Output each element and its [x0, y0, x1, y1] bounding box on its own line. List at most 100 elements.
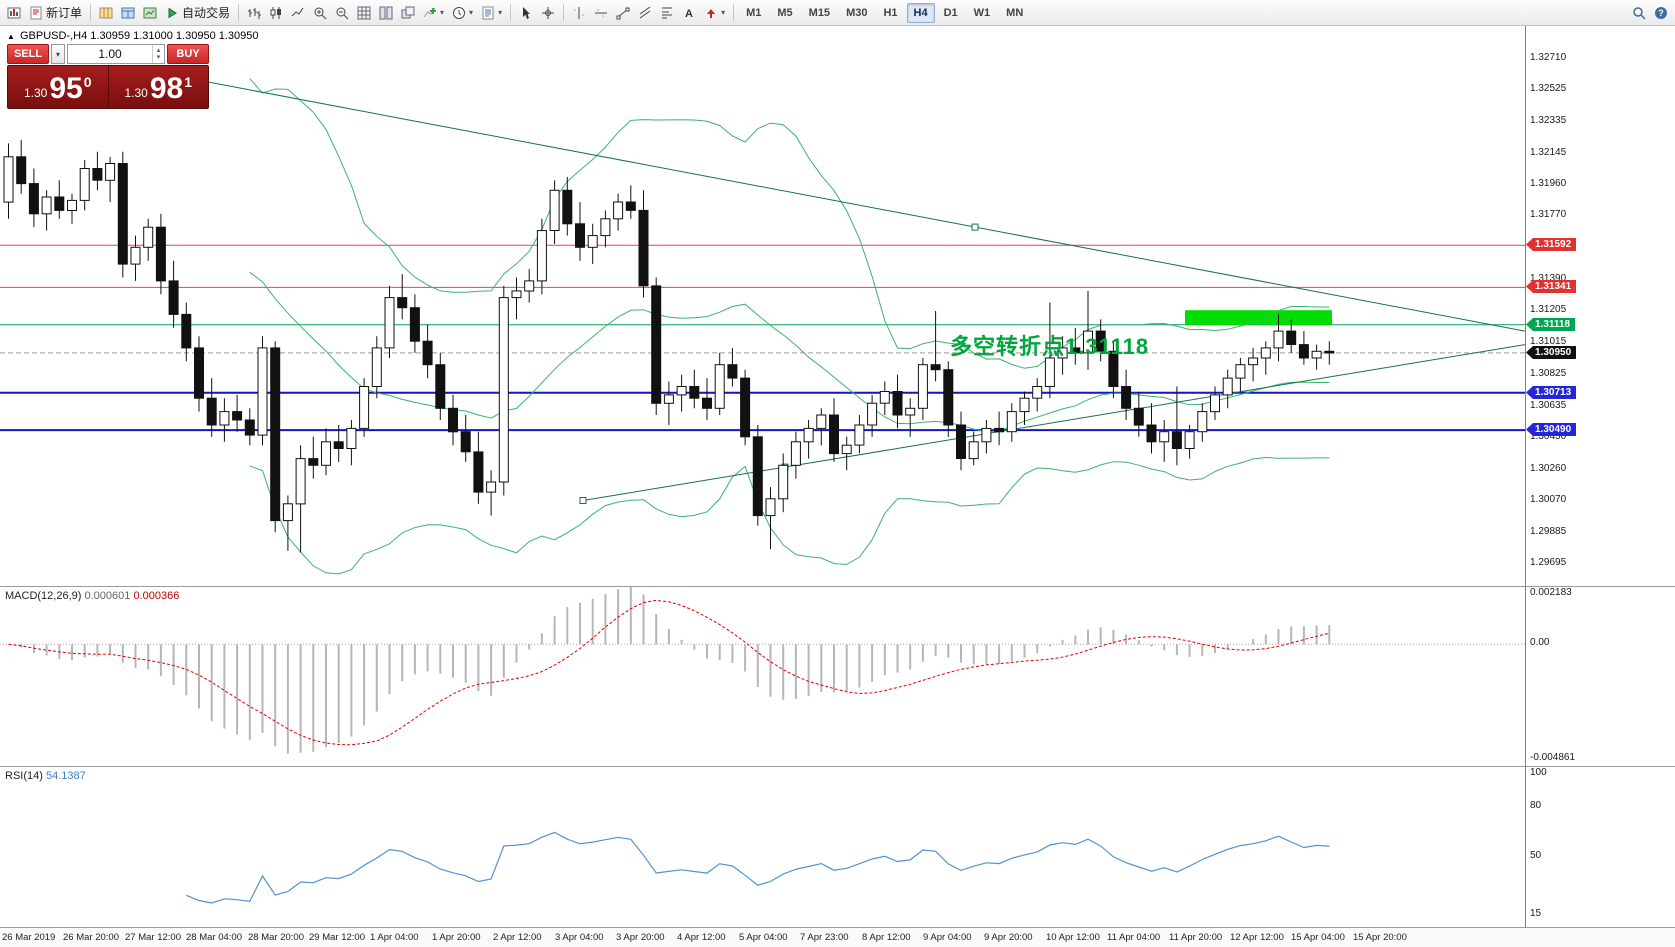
channel-button[interactable] — [634, 2, 656, 24]
indicators-button[interactable]: ▾ — [419, 2, 448, 24]
periods-button[interactable]: ▾ — [448, 2, 477, 24]
new-order-button[interactable]: 新订单 — [25, 2, 86, 24]
price-tick: 1.30635 — [1530, 400, 1567, 411]
rsi-label: RSI(14) 54.1387 — [5, 770, 86, 782]
stepper-down-icon[interactable]: ▾ — [156, 54, 161, 61]
fibonacci-button[interactable] — [656, 2, 678, 24]
chart-window: ▲ GBPUSD-,H4 1.30959 1.31000 1.30950 1.3… — [0, 26, 1675, 947]
search-button[interactable] — [1628, 2, 1650, 24]
buy-price-display[interactable]: 1.30 98 1 — [109, 66, 209, 108]
candles-button[interactable] — [265, 2, 287, 24]
timeframe-D1-button[interactable]: D1 — [943, 6, 958, 19]
crosshair-button[interactable] — [537, 2, 559, 24]
time-axis[interactable]: 26 Mar 2019 26 Mar 20:00 27 Mar 12:00 28 Ma… — [0, 927, 1675, 947]
volume-stepper[interactable]: ▴ ▾ — [152, 45, 164, 63]
volume-preset-dropdown[interactable]: ▾ — [51, 44, 65, 64]
price-axis[interactable]: 1.32710 1.32525 1.32335 1.32145 1.31960 1.317… — [1525, 26, 1675, 927]
symbol-label: GBPUSD-,H4 — [19, 30, 88, 42]
trendline-icon — [616, 7, 630, 19]
dropdown-arrow-icon: ▾ — [469, 8, 474, 17]
buy-button[interactable]: BUY — [167, 44, 209, 64]
price-tick: 1.32335 — [1530, 115, 1567, 126]
time-label: 9 Apr 20:00 — [984, 932, 1033, 943]
dropdown-arrow-icon: ▾ — [440, 8, 445, 17]
macd-panel[interactable]: MACD(12,26,9) 0.000601 0.000366 — [0, 586, 1525, 766]
text-button[interactable]: A — [678, 2, 700, 24]
linechart-icon — [291, 7, 304, 16]
price-tick: 1.31205 — [1530, 304, 1567, 315]
timeframe-M15-button[interactable]: M15 — [808, 6, 831, 19]
time-label: 3 Apr 20:00 — [616, 932, 665, 943]
zoom-in-button[interactable] — [309, 2, 331, 24]
help-button[interactable]: ? — [1650, 2, 1672, 24]
macd-chart — [0, 587, 1525, 754]
toolbar: 新订单 自动交易 ▾ ▾ ▾ A ▾ M1 M5 M15 M30 H1 H4 D1 W1 MN ? — [0, 0, 1675, 26]
help-icon: ? — [1655, 6, 1667, 19]
sell-price-display[interactable]: 1.30 95 0 — [8, 66, 108, 108]
cursor-icon — [523, 6, 531, 19]
volume-input[interactable]: 1.00 — [98, 47, 122, 61]
templates-button[interactable]: ▾ — [477, 2, 506, 24]
grid-button[interactable] — [353, 2, 375, 24]
timeframe-M5-button[interactable]: M5 — [777, 6, 793, 19]
hline-button[interactable] — [590, 2, 612, 24]
search-icon — [1633, 6, 1646, 20]
zoom-out-button[interactable] — [331, 2, 353, 24]
price-tick: 1.31960 — [1530, 178, 1567, 189]
cascade-icon — [401, 6, 415, 18]
periods-icon — [453, 6, 466, 19]
timeframe-H1-button[interactable]: H1 — [883, 6, 898, 19]
price-tick: 1.30450 — [1530, 431, 1567, 442]
autotrading-button[interactable]: 自动交易 — [161, 2, 234, 24]
panel-separator[interactable] — [1526, 586, 1675, 587]
candlestick-chart[interactable] — [0, 26, 1525, 586]
price-tick: 1.32710 — [1530, 52, 1567, 63]
vline-button[interactable] — [568, 2, 590, 24]
strategy-icon — [143, 7, 157, 18]
dropdown-arrow-icon: ▾ — [721, 8, 726, 17]
time-label: 11 Apr 04:00 — [1107, 932, 1161, 943]
new-chart-button[interactable] — [3, 2, 25, 24]
timeframe-M30-button[interactable]: M30 — [846, 6, 868, 19]
toolbar-left-group: 新订单 自动交易 ▾ ▾ ▾ A ▾ — [3, 2, 738, 24]
price-tick: 1.30260 — [1530, 463, 1567, 474]
rsi-axis-label: 80 — [1530, 800, 1542, 811]
autotrading-label: 自动交易 — [182, 6, 231, 20]
toolbar-right-group: ? — [1628, 2, 1672, 24]
cursor-button[interactable] — [515, 2, 537, 24]
time-label: 10 Apr 12:00 — [1046, 932, 1100, 943]
timeframe-M1-button[interactable]: M1 — [746, 6, 762, 19]
time-label: 1 Apr 04:00 — [370, 932, 419, 943]
layouts-icon — [99, 7, 113, 18]
stepper-up-icon[interactable]: ▴ — [156, 47, 161, 54]
panel-separator[interactable] — [1526, 766, 1675, 767]
indicators-icon — [423, 7, 437, 17]
price-tick: 1.31770 — [1530, 209, 1567, 220]
rsi-panel[interactable]: RSI(14) 54.1387 — [0, 766, 1525, 927]
bars-button[interactable] — [243, 2, 265, 24]
timeframe-W1-button[interactable]: W1 — [973, 6, 991, 19]
arrows-button[interactable]: ▾ — [700, 2, 729, 24]
macd-axis-label: -0.004861 — [1530, 752, 1576, 763]
cascade-button[interactable] — [397, 2, 419, 24]
toolbar-separator — [238, 4, 240, 21]
timeframe-MN-button[interactable]: MN — [1006, 6, 1024, 19]
time-label: 27 Mar 12:00 — [125, 932, 181, 943]
sell-button[interactable]: SELL — [7, 44, 49, 64]
macd-value-main: 0.000601 — [84, 590, 131, 602]
tile-windows-icon — [379, 6, 393, 19]
buy-price-sup: 1 — [184, 74, 193, 90]
tile-windows-button[interactable] — [375, 2, 397, 24]
strategy-button[interactable] — [139, 2, 161, 24]
buy-price-big: 98 — [149, 72, 184, 105]
data-window-button[interactable] — [117, 2, 139, 24]
macd-value-signal: 0.000366 — [133, 590, 180, 602]
rsi-value: 54.1387 — [45, 770, 86, 782]
timeframe-H4-button[interactable]: H4 — [906, 2, 935, 23]
new-chart-icon — [7, 7, 21, 18]
trendline-button[interactable] — [612, 2, 634, 24]
toolbar-separator — [90, 4, 92, 21]
price-chart-panel[interactable]: ▲ GBPUSD-,H4 1.30959 1.31000 1.30950 1.3… — [0, 26, 1525, 586]
linechart-button[interactable] — [287, 2, 309, 24]
layouts-button[interactable] — [95, 2, 117, 24]
